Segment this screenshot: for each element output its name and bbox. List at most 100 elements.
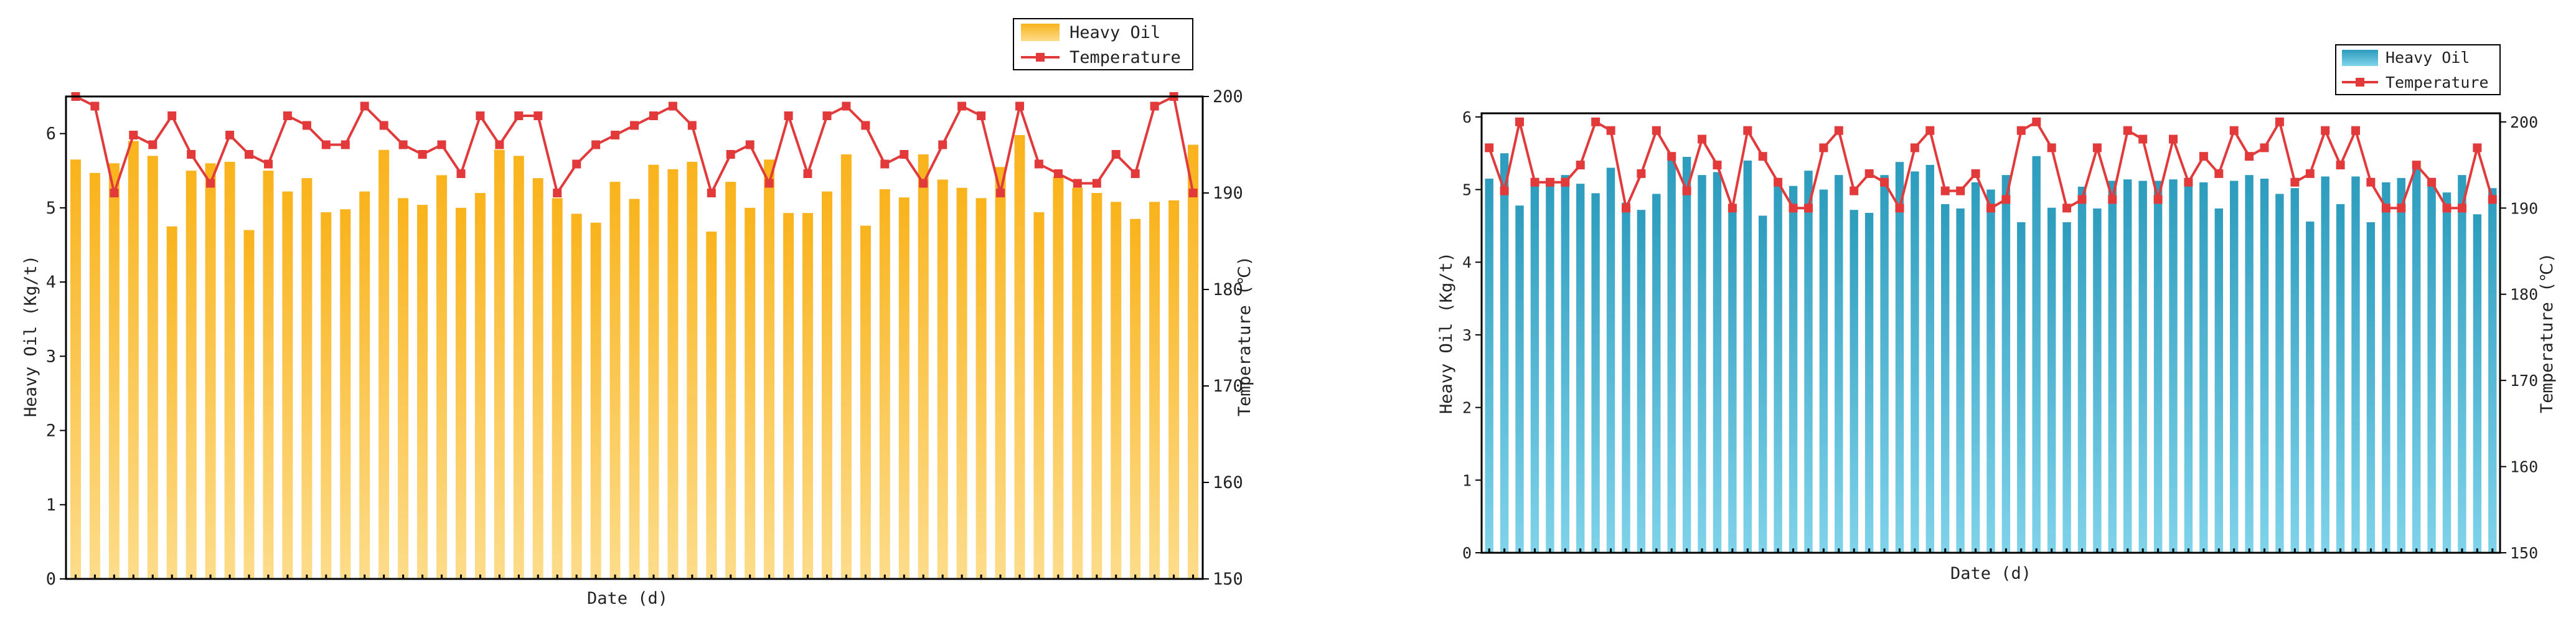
heavy-oil-bar <box>2017 222 2026 553</box>
temperature-point <box>2305 169 2315 178</box>
temperature-point <box>379 121 388 130</box>
temperature-point <box>1880 177 1889 187</box>
chart-1-legend: Heavy Oil Temperature <box>1013 18 1193 70</box>
chart-2-legend-line-label: Temperature <box>2386 73 2489 92</box>
heavy-oil-bar <box>2351 176 2360 553</box>
chart-2-temperature-line <box>1485 117 2497 213</box>
temperature-point <box>398 140 408 149</box>
temperature-point <box>572 159 581 169</box>
heavy-oil-bar <box>2275 194 2284 553</box>
heavy-oil-bar <box>2123 179 2132 553</box>
heavy-oil-bar <box>822 191 832 580</box>
heavy-oil-bar <box>455 207 466 579</box>
heavy-oil-bar <box>2442 192 2451 553</box>
temperature-point <box>456 169 466 178</box>
temperature-point <box>360 101 369 111</box>
chart-1-x-axis-label: Date (d) <box>587 589 668 608</box>
temperature-point <box>2397 204 2406 213</box>
temperature-point <box>514 111 524 120</box>
heavy-oil-bar <box>2473 214 2482 553</box>
temperature-point <box>110 189 119 197</box>
temperature-point <box>437 140 446 149</box>
heavy-oil-bar <box>1850 210 1858 553</box>
temperature-point <box>148 140 157 149</box>
temperature-point <box>957 101 967 111</box>
heavy-oil-bar <box>2412 162 2421 553</box>
heavy-oil-bar <box>2260 179 2269 553</box>
heavy-oil-bar <box>205 163 216 579</box>
temperature-point <box>2336 161 2345 170</box>
heavy-oil-bar <box>552 198 563 579</box>
temperature-point <box>2138 134 2148 144</box>
right-axis-tick-label: 160 <box>2510 458 2538 476</box>
heavy-oil-bar <box>609 182 621 580</box>
temperature-point <box>321 140 331 149</box>
heavy-oil-bar <box>1576 184 1585 553</box>
temperature-point <box>764 179 774 188</box>
heavy-oil-bar <box>687 161 698 579</box>
temperature-point <box>1591 117 1601 126</box>
chart-1-legend-line-marker <box>1036 53 1045 62</box>
temperature-point <box>784 111 793 120</box>
heavy-oil-bar <box>2093 208 2102 553</box>
chart-2-legend-bar-swatch <box>2342 50 2378 66</box>
heavy-oil-bar <box>1561 175 1569 553</box>
temperature-point <box>977 111 986 120</box>
heavy-oil-bar <box>1130 218 1141 579</box>
heavy-oil-bar <box>2458 175 2466 553</box>
temperature-point <box>264 159 273 169</box>
heavy-oil-bar <box>2366 222 2376 553</box>
left-axis-tick-label: 3 <box>1462 326 1472 344</box>
chart-1-bottom-axis <box>74 575 1195 579</box>
chart-2-left-axis-label: Heavy Oil (Kg/t) <box>1437 252 1456 414</box>
temperature-point <box>1622 204 1630 213</box>
right-axis-tick-label: 150 <box>2510 544 2538 562</box>
right-axis-tick-label: 170 <box>1213 377 1243 396</box>
temperature-point <box>1774 177 1783 187</box>
right-axis-tick-label: 150 <box>1213 570 1243 589</box>
temperature-point <box>2108 195 2117 204</box>
heavy-oil-bar <box>128 141 139 579</box>
chart-2-right-axis: 150 160 170 180 190 200 <box>2500 113 2538 562</box>
heavy-oil-bar <box>2062 222 2071 553</box>
temperature-point <box>996 189 1005 197</box>
temperature-point <box>187 150 196 159</box>
heavy-oil-bar <box>108 163 120 579</box>
heavy-oil-bar <box>783 213 794 579</box>
temperature-point <box>2275 117 2284 126</box>
temperature-point <box>2245 152 2254 161</box>
temperature-point <box>1940 186 1950 195</box>
heavy-oil-bar <box>2108 181 2117 553</box>
chart-1-right-axis-label: Temperature (℃) <box>1235 256 1254 416</box>
temperature-point <box>2260 143 2269 153</box>
temperature-point <box>2047 143 2056 153</box>
temperature-point <box>1956 186 1965 195</box>
temperature-point <box>2488 195 2497 204</box>
left-axis-tick-label: 4 <box>46 273 56 292</box>
temperature-point <box>2214 169 2224 178</box>
temperature-point <box>1652 126 1661 135</box>
right-axis-tick-label: 180 <box>2510 286 2538 304</box>
heavy-oil-bar <box>802 213 813 579</box>
temperature-point <box>1971 169 1980 178</box>
heavy-oil-bar <box>918 154 929 579</box>
temperature-point <box>1986 204 1995 213</box>
temperature-point <box>2062 204 2072 213</box>
temperature-point <box>553 189 562 197</box>
heavy-oil-bar <box>956 187 967 579</box>
temperature-point <box>418 150 427 159</box>
chart-2-legend-bar-label: Heavy Oil <box>2386 49 2470 67</box>
temperature-point <box>1637 169 1646 178</box>
heavy-oil-bar <box>1682 157 1691 553</box>
temperature-point <box>1864 169 1874 178</box>
temperature-point <box>2123 126 2132 135</box>
temperature-point <box>129 131 138 139</box>
heavy-oil-bar <box>2336 204 2345 553</box>
heavy-oil-bar <box>2382 182 2390 553</box>
temperature-point <box>2458 204 2466 213</box>
heavy-oil-bar <box>321 212 332 579</box>
heavy-oil-bar <box>1652 194 1661 553</box>
temperature-point <box>919 179 928 188</box>
temperature-point <box>1545 177 1554 187</box>
